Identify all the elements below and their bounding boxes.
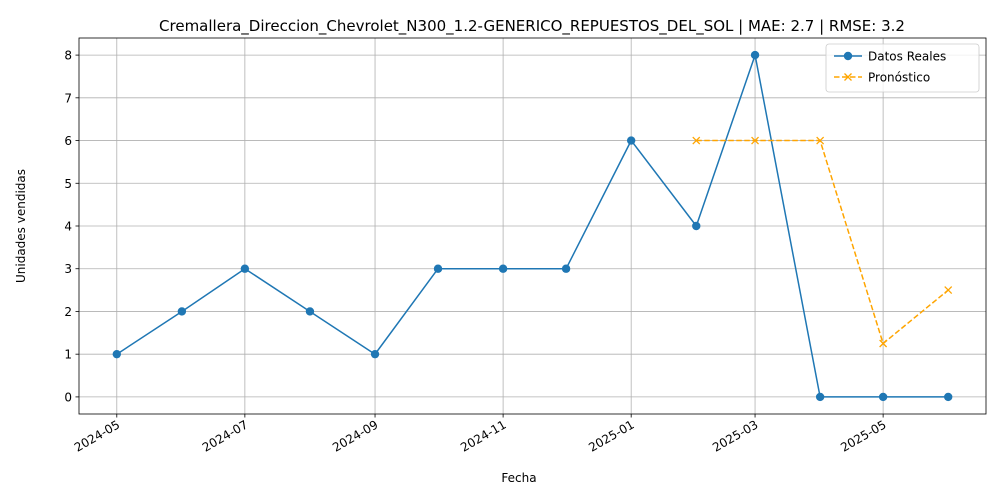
series-line-datos-reales <box>116 54 949 398</box>
data-point-datos-reales <box>750 50 760 60</box>
y-tick-label: 0 <box>64 390 72 404</box>
marker-stroke <box>751 136 760 145</box>
data-point-pronostico <box>816 136 825 145</box>
data-point-datos-reales <box>878 392 888 402</box>
legend-box <box>825 43 980 93</box>
marker-stroke <box>816 136 825 145</box>
y-tick-label: 2 <box>64 305 72 319</box>
data-point-datos-reales <box>433 264 443 273</box>
data-point-datos-reales <box>692 221 701 231</box>
y-tick-label: 6 <box>64 134 72 148</box>
y-axis-label: Unidades vendidas <box>14 169 28 283</box>
x-axis-label: Fecha <box>501 471 536 485</box>
data-point-datos-reales <box>370 349 380 359</box>
legend-label: Pronóstico <box>868 71 930 85</box>
data-point-datos-reales <box>498 264 508 273</box>
data-point-datos-reales <box>177 307 187 316</box>
legend-marker <box>844 73 852 81</box>
y-tick-label: 4 <box>64 220 72 234</box>
data-point-pronostico <box>692 136 701 145</box>
x-tick-label: 2024-11 <box>458 417 508 454</box>
y-tick-label: 1 <box>64 348 72 362</box>
data-point-pronostico <box>751 136 760 145</box>
x-tick-label: 2024-07 <box>200 417 250 454</box>
data-point-datos-reales <box>815 392 825 402</box>
data-point-datos-reales <box>944 392 953 402</box>
x-axis-ticks: 2024-05 2024-07 2024-09 2024-11 2025-01 2025-… <box>72 414 889 455</box>
legend: Datos Reales Pronóstico <box>825 43 980 93</box>
x-tick-label: 2024-05 <box>72 417 122 454</box>
data-point-datos-reales <box>561 264 571 273</box>
y-tick-label: 5 <box>64 177 72 191</box>
data-point-datos-reales <box>112 349 121 359</box>
data-point-datos-reales <box>305 307 315 316</box>
x-tick-label: 2025-03 <box>710 417 760 454</box>
y-axis-ticks: 0 1 2 3 4 5 6 7 8 <box>64 49 79 404</box>
x-tick-label: 2024-09 <box>330 417 380 454</box>
y-tick-label: 7 <box>64 91 72 105</box>
data-point-pronostico <box>879 339 888 348</box>
legend-label: Datos Reales <box>868 50 946 64</box>
x-tick-label: 2025-05 <box>838 417 888 454</box>
x-tick-label: 2025-01 <box>586 417 636 454</box>
legend-marker <box>843 51 853 61</box>
data-point-pronostico <box>944 286 953 295</box>
chart-title: Cremallera_Direccion_Chevrolet_N300_1.2-… <box>159 17 905 36</box>
series-line-pronostico <box>696 139 949 345</box>
data-point-datos-reales <box>626 136 636 145</box>
grid-lines <box>79 38 986 414</box>
plot-area <box>112 50 953 402</box>
marker-stroke <box>692 136 701 145</box>
data-point-datos-reales <box>240 264 250 273</box>
marker-stroke <box>879 339 888 348</box>
y-tick-label: 3 <box>64 262 72 276</box>
y-tick-label: 8 <box>64 49 72 63</box>
marker-stroke <box>944 286 953 295</box>
